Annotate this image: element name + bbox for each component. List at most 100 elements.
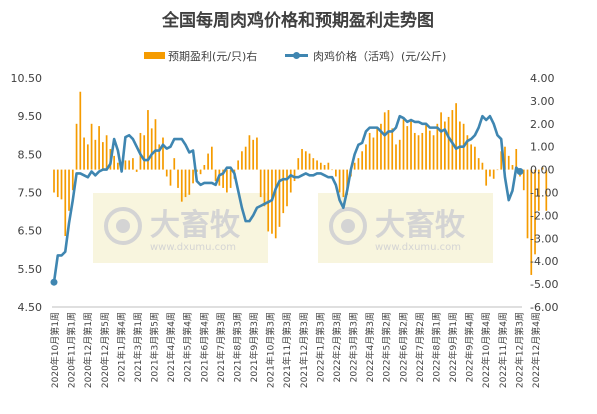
profit-bar [451, 110, 454, 170]
legend-label-profit: 预期盈利(元/只)右 [168, 49, 257, 63]
profit-bar [263, 169, 266, 207]
profit-bar [304, 151, 307, 170]
left-tick-label: 7.50 [18, 187, 43, 200]
profit-bar [229, 169, 232, 188]
profit-bar [338, 169, 341, 193]
profit-bar [537, 169, 540, 211]
profit-bar [511, 165, 514, 170]
profit-bars [53, 91, 548, 275]
watermark-logo-icon [329, 207, 367, 245]
x-tick-label: 2020年10月第1周 [49, 312, 61, 388]
price-marker [516, 168, 524, 176]
x-tick-label: 2021年4月第4周 [165, 312, 177, 382]
profit-bar [188, 169, 191, 195]
profit-bar [64, 169, 67, 237]
profit-bar [398, 139, 401, 170]
right-tick-label: -3.00 [530, 232, 558, 245]
profit-bar [545, 169, 548, 211]
x-tick-label: 2021年7月第3周 [215, 312, 227, 382]
profit-bar [162, 137, 164, 170]
profit-bar [282, 169, 285, 214]
profit-bar [248, 135, 251, 170]
x-tick-label: 2021年3月第1周 [132, 312, 144, 382]
profit-bar [406, 126, 409, 170]
watermark-name-left: 大畜牧 [150, 208, 241, 243]
profit-bar [301, 148, 303, 170]
profit-bar [271, 169, 273, 234]
profit-bar [210, 146, 213, 170]
profit-bar [455, 103, 457, 170]
profit-bar [267, 169, 270, 232]
right-tick-label: -2.00 [530, 209, 558, 222]
profit-bar [199, 169, 202, 175]
profit-bar [312, 158, 315, 170]
profit-bar [391, 128, 394, 170]
profit-bar [380, 123, 382, 170]
profit-bar [346, 169, 348, 195]
profit-bar [383, 112, 386, 170]
profit-bar [79, 91, 82, 170]
profit-bar [327, 162, 330, 170]
profit-bar [402, 119, 405, 170]
profit-bar [241, 151, 243, 170]
right-tick-label: 1.00 [530, 141, 555, 154]
profit-bar [180, 169, 183, 202]
profit-bar [534, 169, 536, 255]
price-series-line [52, 114, 521, 283]
profit-bar [139, 132, 142, 170]
profit-bar [357, 158, 360, 170]
x-tick-label: 2022年11月第4周 [497, 312, 509, 388]
x-tick-label: 2021年8月第3周 [231, 312, 243, 382]
profit-bar [60, 169, 63, 200]
left-tick-label: 8.50 [18, 148, 43, 161]
profit-bar [286, 169, 288, 207]
profit-bar [289, 169, 292, 193]
profit-bar [214, 169, 217, 182]
x-tick-label: 2022年6月第2周 [397, 312, 409, 382]
profit-bar [353, 162, 356, 170]
profit-bar [75, 123, 78, 170]
profit-bar [256, 137, 258, 170]
right-tick-label: 3.00 [530, 95, 555, 108]
profit-bar [252, 139, 255, 170]
profit-bar [90, 123, 93, 170]
right-tick-label: 4.00 [530, 72, 555, 85]
x-tick-label: 2022年8月第1周 [430, 312, 442, 382]
profit-bar [154, 119, 157, 170]
x-tick-label: 2022年12月第3周 [513, 312, 525, 388]
profit-bar [361, 151, 364, 170]
x-tick-label: 2022年1月第3周 [314, 312, 326, 382]
profit-bar [192, 169, 194, 184]
profit-bar [53, 169, 55, 193]
profit-bar [474, 146, 476, 170]
profit-bar [443, 121, 446, 170]
x-tick-label: 2021年3月第5周 [149, 312, 161, 382]
profit-bar [165, 169, 168, 177]
profit-bar [226, 169, 228, 193]
x-tick-label: 2022年3月第3周 [348, 312, 360, 382]
profit-bar [177, 169, 179, 188]
profit-bar [342, 169, 345, 198]
profit-bar [335, 169, 337, 177]
profit-bar [316, 160, 318, 170]
profit-bar [105, 135, 108, 170]
profit-bar [481, 162, 484, 170]
profit-bar [395, 144, 397, 170]
profit-bar [489, 169, 491, 177]
profit-bar [71, 169, 74, 191]
x-tick-label: 2022年2月第3周 [331, 312, 343, 382]
profit-bar [68, 169, 70, 211]
profit-bar [466, 135, 469, 170]
watermark: 大畜牧 www.dxumu.com 大畜牧 www.dxumu.com [93, 193, 493, 263]
profit-bar [98, 126, 100, 170]
profit-bar [492, 169, 495, 179]
x-axis-ticks: 2020年10月第1周 2020年11月第1周 2020年12月第1周 2020年12… [49, 312, 542, 388]
profit-bar [150, 128, 153, 170]
profit-bar [124, 160, 127, 170]
profit-bar [428, 130, 431, 170]
right-tick-label: 0.00 [530, 164, 555, 177]
profit-bar [222, 169, 224, 188]
x-tick-label: 2022年9月第1周 [447, 312, 459, 382]
profit-bar [173, 158, 176, 170]
right-axis-ticks: 4.00 3.00 2.00 1.00 0.00 -1.00 -2.00 -3.00 -4.00… [530, 72, 558, 314]
